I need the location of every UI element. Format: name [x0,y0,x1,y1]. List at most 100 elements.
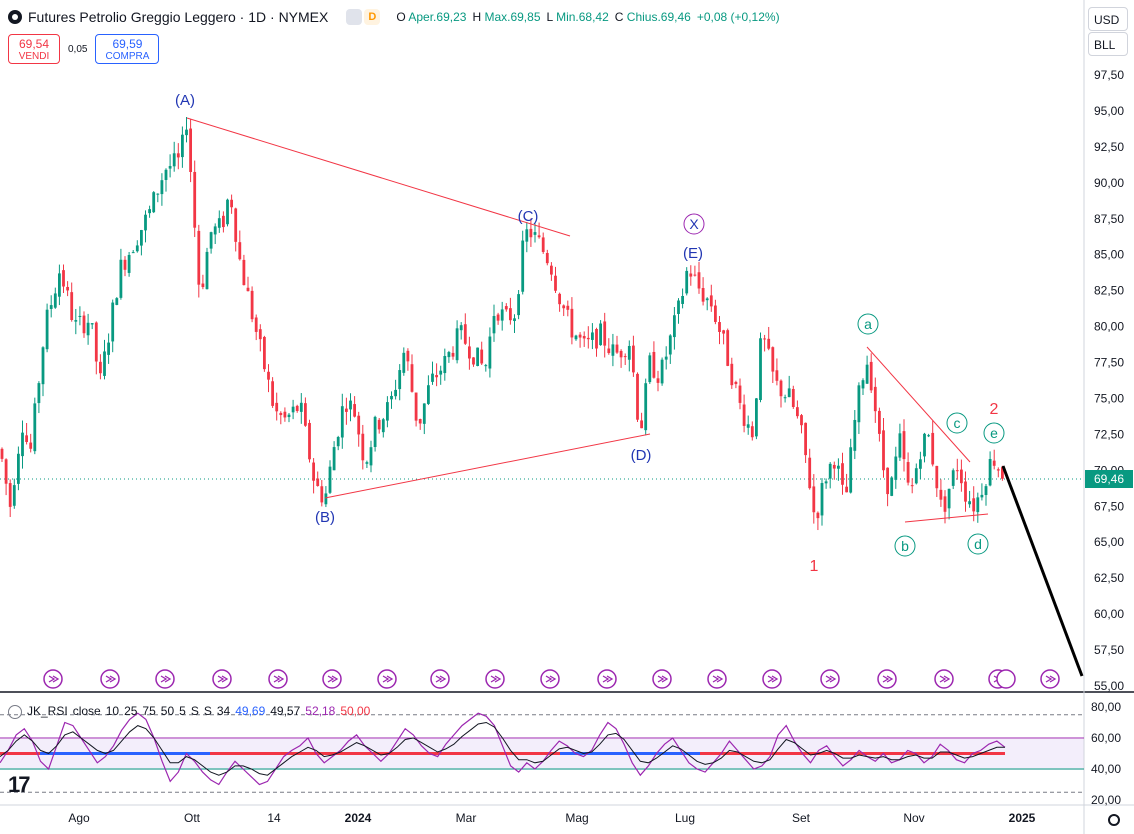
candle-body [439,370,443,375]
candle-body [591,332,594,340]
event-marker-arrow [882,675,894,683]
status-dot-icon [8,10,22,24]
event-marker-arrow [327,675,339,683]
candle-body [156,193,160,195]
rsi-lines [0,712,1006,786]
time-axis[interactable]: Ago Ott 14 2024 Mar Mag Lug Set Nov 2025 [68,811,1035,825]
event-markers[interactable] [43,669,1060,689]
candle-body [299,402,303,412]
wave-label-X: X [689,216,699,232]
delayed-badge[interactable]: D [364,9,381,25]
wave-labels: (A) (B) (C) (D) (E) X 1 2 a b c d e [175,92,1005,575]
candle-body [517,294,520,316]
candle-body [148,209,151,214]
candle-body [123,259,127,270]
eye-icon[interactable] [346,9,363,25]
time-tick-label: Mag [565,811,588,825]
ohlc-open: O Aper.69,23 [396,10,467,24]
event-marker-arrow [160,675,172,683]
wave-circle-d [967,533,989,555]
candle-body [377,419,381,430]
price-axis[interactable]: 97,50 95,00 92,50 90,00 87,50 85,00 82,50 80,00… [1094,68,1124,693]
price-tick-label: 65,00 [1094,535,1124,549]
candle-body [82,315,86,334]
wave-circle-X [683,213,705,235]
candle-body [746,424,750,428]
candle-body [828,463,832,479]
buy-label: COMPRA [105,51,150,62]
candle-body [304,403,307,426]
candle-body [988,459,992,486]
candle-body [976,497,980,513]
candle-body [767,338,771,349]
rsi-tick-label: 80,00 [1091,700,1121,714]
price-tick-label: 60,00 [1094,607,1124,621]
candle-body [857,385,861,423]
candle-body [595,329,598,349]
rsi-name[interactable]: JK_RSI [27,704,68,718]
header-badges: D [346,9,381,25]
currency-button[interactable]: USD [1088,7,1128,31]
candle-body [45,309,49,350]
visibility-icon[interactable] [8,705,22,719]
candle-body [345,408,348,412]
candle-body [800,415,803,426]
candle-body [898,433,902,458]
price-tick-label: 97,50 [1094,68,1124,82]
candle-body [550,265,553,275]
candle-body [111,302,115,342]
rsi-signal-line [0,721,1005,776]
sell-button[interactable]: 69,54 VENDI [8,34,60,64]
candle-body [463,324,467,344]
candle-body [308,422,311,460]
candle-body [172,153,176,167]
price-tick-label: 95,00 [1094,104,1124,118]
candle-body [332,447,336,471]
candle-body [316,478,320,486]
wave-circle-a [857,313,879,335]
candle-body [574,335,578,340]
tradingview-logo[interactable]: 17 [8,772,31,797]
price-tick-label: 62,50 [1094,571,1124,585]
rsi-param-2: 25 [124,704,138,718]
rsi-param-3: 75 [142,704,156,718]
wave-label-b: b [901,538,909,554]
unit-button[interactable]: BLL [1088,32,1128,56]
time-tick-label: 2025 [1009,811,1036,825]
candle-body [295,405,299,412]
candle-body [730,363,734,386]
rsi-line [0,712,1006,786]
candle-body [58,273,61,297]
rsi-value-1: 49,69 [235,704,266,718]
candle-body [562,305,566,309]
settings-gear-icon[interactable] [1108,814,1120,826]
candle-body [386,402,389,421]
buy-button[interactable]: 69,59 COMPRA [95,34,160,64]
candle-body [681,295,684,304]
candle-body [718,322,721,332]
candle-body [960,469,963,484]
candle-body [468,346,471,359]
candle-body [541,237,545,252]
candle-body [357,415,361,435]
candle-body [853,419,857,451]
candle-body [578,334,582,338]
candle-body [882,430,885,471]
candle-body [238,242,242,260]
candle-body [648,355,652,383]
candle-body [107,342,110,355]
candle-body [406,350,410,362]
candle-body [673,315,676,338]
candle-body [74,320,78,322]
candle-body [267,371,270,380]
candle-body [964,481,967,502]
candle-body [619,350,623,358]
price-tick-label: 75,00 [1094,391,1124,405]
candle-body [845,486,848,493]
wave-circle-c [946,412,968,434]
symbol-title[interactable]: Futures Petrolio Greggio Leggero · 1D · … [28,9,329,25]
candle-body [135,245,139,252]
candle-body [664,356,668,360]
event-marker-icon[interactable] [996,669,1016,689]
